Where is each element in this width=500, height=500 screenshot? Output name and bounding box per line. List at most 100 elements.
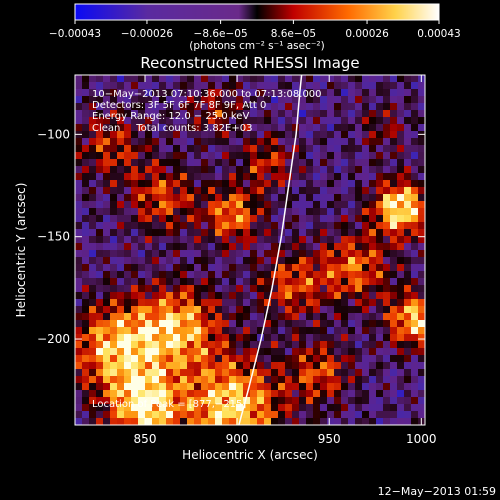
heatmap-cell [208,229,216,237]
heatmap-cell [145,138,153,146]
heatmap-cell [194,89,202,97]
heatmap-cell [313,110,321,118]
heatmap-cell [313,236,321,244]
heatmap-cell [208,159,216,167]
heatmap-cell [110,82,118,90]
heatmap-cell [299,222,307,230]
heatmap-cell [271,124,279,132]
heatmap-cell [341,236,349,244]
heatmap-cell [124,138,132,146]
heatmap-cell [257,292,265,300]
heatmap-cell [264,285,272,293]
heatmap-cell [166,362,174,370]
heatmap-cell [215,397,223,405]
heatmap-cell [201,285,209,293]
heatmap-cell [89,355,97,363]
heatmap-cell [257,75,265,83]
heatmap-cell [152,138,160,146]
heatmap-cell [124,257,132,265]
heatmap-cell [299,418,307,425]
heatmap-cell [411,383,419,391]
heatmap-cell [250,75,258,83]
heatmap-cell [236,187,244,195]
heatmap-cell [306,285,314,293]
heatmap-cell [131,89,139,97]
heatmap-cell [355,313,363,321]
heatmap-cell [292,173,300,181]
heatmap-cell [348,82,356,90]
heatmap-cell [138,145,146,153]
heatmap-cell [285,369,293,377]
heatmap-cell [299,313,307,321]
heatmap-cell [292,376,300,384]
heatmap-cell [376,369,384,377]
heatmap-cell [397,390,405,398]
heatmap-cell [376,271,384,279]
heatmap-cell [243,173,251,181]
heatmap-cell [250,180,258,188]
heatmap-cell [257,194,265,202]
heatmap-cell [194,278,202,286]
heatmap-cell [327,236,335,244]
heatmap-cell [96,348,104,356]
heatmap-cell [110,138,118,146]
heatmap-cell [397,138,405,146]
heatmap-cell [173,348,181,356]
heatmap-cell [306,215,314,223]
heatmap-cell [271,243,279,251]
heatmap-cell [299,236,307,244]
heatmap-cell [418,250,425,258]
heatmap-cell [103,348,111,356]
heatmap-cell [369,117,377,125]
heatmap-cell [103,278,111,286]
heatmap-cell [180,215,188,223]
x-tick-label: 850 [134,432,157,446]
heatmap-cell [187,215,195,223]
heatmap-cell [390,173,398,181]
heatmap-cell [278,82,286,90]
heatmap-cell [117,194,125,202]
heatmap-cell [327,180,335,188]
heatmap-cell [355,362,363,370]
heatmap-cell [159,236,167,244]
heatmap-cell [264,271,272,279]
heatmap-cell [313,131,321,139]
heatmap-cell [376,411,384,419]
heatmap-cell [278,418,286,425]
heatmap-cell [404,103,412,111]
heatmap-cell [411,117,419,125]
heatmap-cell [383,75,391,83]
heatmap-cell [257,313,265,321]
heatmap-cell [145,334,153,342]
heatmap-cell [145,215,153,223]
heatmap-cell [404,180,412,188]
heatmap-cell [341,96,349,104]
heatmap-cell [404,320,412,328]
heatmap-cell [96,208,104,216]
heatmap-cell [236,404,244,412]
heatmap-cell [376,166,384,174]
heatmap-cell [89,103,97,111]
heatmap-cell [348,159,356,167]
heatmap-cell [369,194,377,202]
heatmap-cell [222,278,230,286]
heatmap-cell [236,215,244,223]
heatmap-cell [355,355,363,363]
heatmap-cell [313,222,321,230]
heatmap-cell [369,222,377,230]
heatmap-cell [327,348,335,356]
heatmap-cell [334,131,342,139]
heatmap-cell [292,96,300,104]
heatmap-cell [404,145,412,153]
heatmap-cell [411,236,419,244]
heatmap-cell [96,124,104,132]
heatmap-cell [313,187,321,195]
heatmap-cell [166,82,174,90]
heatmap-cell [236,159,244,167]
heatmap-cell [166,152,174,160]
heatmap-cell [250,299,258,307]
heatmap-cell [418,390,425,398]
heatmap-cell [131,369,139,377]
heatmap-cell [306,110,314,118]
heatmap-cell [334,166,342,174]
